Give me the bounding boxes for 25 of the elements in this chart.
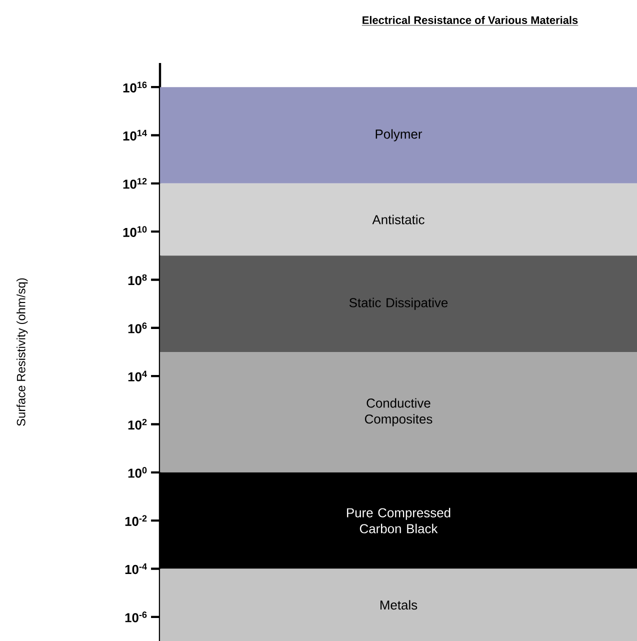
- y-tick-label: 10$^{8}$: [128, 274, 147, 286]
- series-label: Conductive Composites: [364, 398, 432, 426]
- y-tick-label: 10$^{10}$: [123, 226, 147, 237]
- bar: [160, 87, 637, 184]
- y-tick-label: 10$^{6}$: [128, 322, 147, 334]
- series-label: Antistatic: [372, 214, 424, 224]
- y-tick-label: 10$^{4}$: [128, 370, 147, 382]
- bar: [160, 256, 637, 352]
- y-tick-label: 10$^{2}$: [128, 418, 147, 430]
- chart-title: Electrical Resistance of Various Materials: [362, 16, 578, 24]
- series-label: Pure Compressed Carbon Black: [347, 508, 450, 534]
- y-tick-label: 10$^{-4}$: [125, 563, 147, 574]
- y-tick-label: 10$^{14}$: [123, 130, 147, 141]
- y-tick-label: 10$^{-6}$: [125, 612, 147, 622]
- series-label: Metals: [380, 600, 418, 610]
- bar: [160, 183, 637, 256]
- series-label: Polymer: [376, 129, 422, 142]
- y-tick-label: 10$^{16}$: [123, 82, 147, 92]
- y-tick-label: 10$^{0}$: [128, 467, 147, 478]
- series-label: Static Dissipative: [349, 298, 448, 310]
- bar: [160, 568, 637, 641]
- y-tick-label: 10$^{12}$: [123, 178, 147, 189]
- bar: [160, 352, 637, 472]
- y-axis-title: Surface Resistivity (ohm/sq): [16, 278, 28, 426]
- y-tick-label: 10$^{-2}$: [125, 515, 147, 526]
